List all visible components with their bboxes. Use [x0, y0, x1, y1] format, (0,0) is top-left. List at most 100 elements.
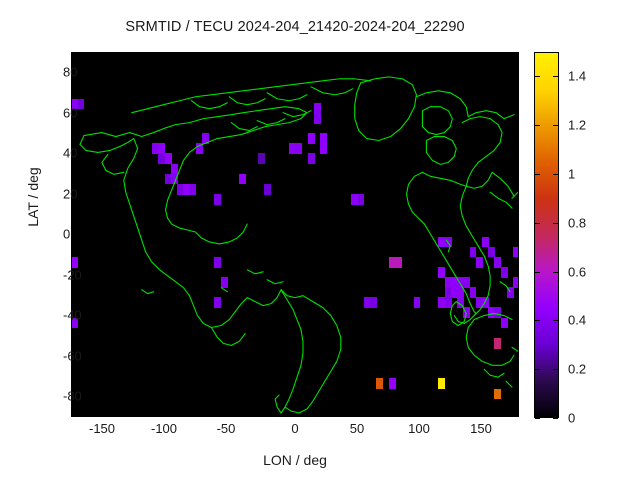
data-cell — [450, 277, 458, 288]
xtick-label: 0 — [291, 421, 299, 436]
data-cell — [438, 266, 446, 278]
xtick-label: -100 — [150, 421, 178, 436]
data-cell — [264, 183, 272, 195]
data-cell — [506, 287, 514, 298]
colorbar-tick-label: 0.2 — [568, 361, 587, 377]
colorbar-tick-mark — [535, 174, 540, 175]
data-cell — [220, 277, 228, 288]
data-cell — [314, 102, 321, 114]
ytick-label: 0 — [63, 226, 71, 242]
data-cell — [500, 317, 508, 329]
data-cell-layer — [72, 53, 518, 416]
data-cell — [152, 143, 160, 154]
data-cell — [258, 153, 265, 165]
data-cell — [513, 277, 518, 288]
coastline-layer — [79, 76, 518, 414]
colorbar-tick-label: 1.4 — [568, 68, 587, 84]
data-cell — [320, 133, 328, 144]
xtick-label: -150 — [88, 421, 116, 436]
data-cell — [202, 133, 209, 144]
data-cell — [357, 193, 365, 205]
data-cell — [158, 153, 166, 165]
colorbar-tick-label: 0.8 — [568, 215, 587, 231]
colorbar-tick-mark — [553, 271, 558, 273]
colorbar-tick-mark — [535, 76, 540, 78]
colorbar-tick-label: 0.6 — [568, 264, 587, 280]
colorbar-tick-mark — [535, 222, 540, 224]
data-cell — [307, 133, 315, 144]
colorbar-tick-mark — [553, 76, 558, 78]
data-cell — [195, 143, 203, 154]
data-cell — [482, 236, 489, 248]
data-cell — [444, 277, 452, 288]
data-cell — [438, 236, 446, 248]
data-cell — [289, 143, 296, 154]
data-cell — [77, 98, 85, 110]
colorbar — [534, 52, 559, 418]
data-cell — [463, 277, 471, 288]
data-cell — [214, 256, 222, 268]
xtick-label: 150 — [470, 421, 492, 436]
colorbar-tick-label: 0.4 — [568, 312, 587, 328]
page-title: SRMTID / TECU 2024-204_21420-2024-204_22… — [125, 19, 465, 35]
data-cell — [469, 287, 477, 298]
data-cell — [457, 287, 464, 298]
colorbar-tick-mark — [553, 369, 558, 371]
xtick-label: 50 — [349, 421, 365, 436]
data-cell — [164, 173, 172, 185]
data-cell — [363, 297, 371, 309]
data-cell — [239, 173, 247, 185]
data-cell — [438, 378, 446, 390]
data-cell — [214, 297, 222, 309]
ytick-label: 80 — [63, 64, 78, 80]
data-cell — [72, 317, 79, 329]
data-cell — [388, 256, 396, 268]
data-cell — [307, 153, 315, 165]
ytick-label: -40 — [63, 307, 82, 323]
data-cell — [189, 183, 197, 195]
data-cell — [494, 256, 502, 268]
ytick-label: 40 — [63, 145, 78, 161]
colorbar-tick-label: 1 — [568, 166, 576, 182]
data-cell — [488, 246, 496, 258]
data-cell — [320, 143, 328, 154]
data-cell — [469, 246, 477, 258]
data-cell — [388, 378, 396, 390]
data-cell — [450, 287, 458, 298]
ytick-label: -20 — [63, 267, 82, 283]
data-cell — [376, 378, 384, 390]
data-cell — [170, 163, 178, 175]
data-cell — [295, 143, 303, 154]
ytick-label: -80 — [63, 388, 82, 404]
data-cell — [394, 256, 402, 268]
data-cell — [475, 256, 483, 268]
data-cell — [494, 337, 502, 349]
y-axis-label: LAT / deg — [25, 167, 41, 227]
colorbar-tick-mark — [535, 320, 540, 322]
data-cell — [444, 297, 452, 309]
colorbar-tick-mark — [535, 369, 540, 371]
data-cell — [488, 307, 496, 319]
data-cell — [457, 297, 464, 309]
data-cell — [177, 183, 184, 195]
data-cell — [214, 193, 222, 205]
data-cell — [164, 153, 172, 165]
ytick-label: 60 — [63, 105, 78, 121]
xtick-label: -50 — [216, 421, 236, 436]
colorbar-tick-mark — [535, 418, 540, 419]
data-cell — [513, 246, 518, 258]
colorbar-tick-mark — [553, 222, 558, 224]
data-cell — [475, 297, 483, 309]
ytick-label: -60 — [63, 348, 82, 364]
colorbar-tick-mark — [553, 418, 558, 419]
data-cell — [457, 277, 464, 288]
xtick-label: 100 — [408, 421, 430, 436]
colorbar-tick-label: 0 — [568, 410, 576, 426]
data-cell — [494, 307, 502, 319]
map-plot-area[interactable] — [71, 52, 519, 417]
data-cell — [72, 256, 79, 268]
colorbar-tick-mark — [535, 271, 540, 273]
data-cell — [183, 183, 191, 195]
data-cell — [370, 297, 377, 309]
data-cell — [314, 112, 321, 124]
